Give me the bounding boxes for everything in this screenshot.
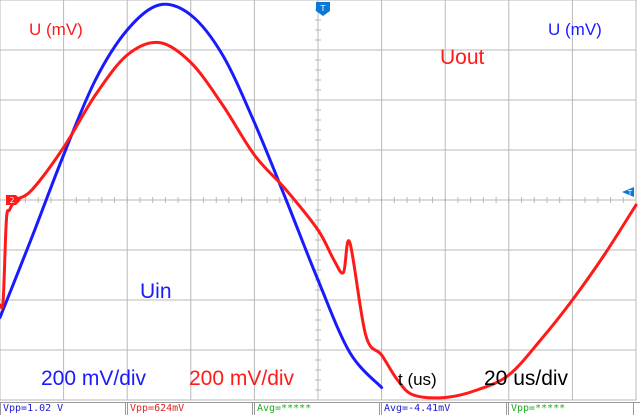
y-axis-label-right: U (mV) [548, 20, 602, 39]
time-scale-label: 20 us/div [484, 367, 569, 390]
svg-text:T: T [320, 4, 326, 13]
series-uin-line [0, 2, 384, 389]
measurement-ch1-vpp: Vpp=1.02 V [0, 403, 126, 415]
trigger-level-marker: T [622, 187, 634, 197]
markers: T 2 T [6, 2, 634, 205]
measurement-ch2-vpp: Vpp=624mV [127, 403, 253, 415]
svg-text:T: T [627, 189, 633, 197]
series-uout-line [0, 40, 638, 400]
trigger-top-marker: T [316, 2, 330, 16]
measurement-avg-2: Avg=-4.41mV [381, 403, 507, 415]
measurement-avg-1: Avg=***** [254, 403, 380, 415]
x-axis-label: t (us) [398, 370, 437, 389]
y-axis-label-left: U (mV) [29, 20, 83, 39]
ch1-scale-label: 200 mV/div [41, 367, 147, 390]
ch2-reference-marker: 2 [6, 195, 21, 205]
ch2-scale-label: 200 mV/div [189, 367, 295, 390]
measurement-vpp-3: Vpp=***** [508, 403, 634, 415]
svg-text:2: 2 [9, 196, 14, 205]
grid [0, 0, 637, 401]
measurement-bar: Vpp=1.02 V Vpp=624mV Avg=***** Avg=-4.41… [0, 402, 640, 416]
traces [0, 2, 638, 400]
series-label-uout: Uout [440, 46, 485, 69]
series-label-uin: Uin [140, 280, 172, 303]
